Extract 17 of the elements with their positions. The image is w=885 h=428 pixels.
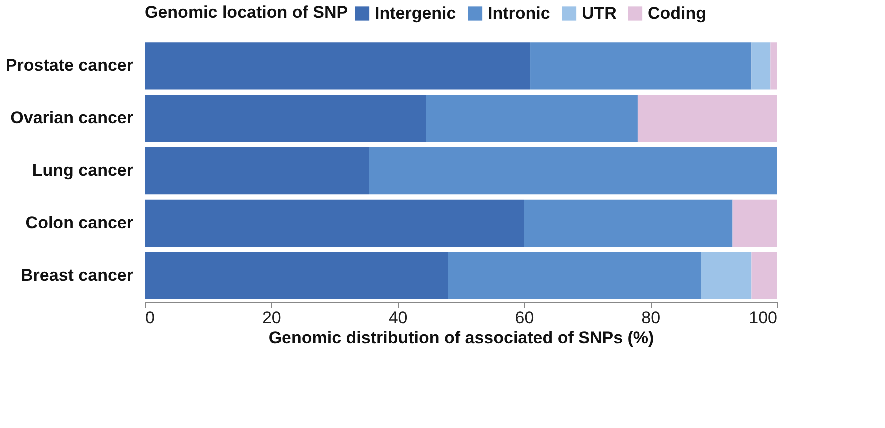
x-axis-title: Genomic distribution of associated of SNPs (%) — [268, 328, 654, 348]
legend-label: Coding — [648, 4, 707, 23]
x-tick-label: 40 — [388, 308, 408, 328]
x-tick-label: 100 — [749, 308, 778, 328]
x-tick-label: 0 — [146, 308, 155, 328]
legend-label: Intronic — [488, 4, 550, 23]
x-tick-label: 60 — [515, 308, 534, 328]
legend-title: Genomic location of SNP — [145, 3, 348, 22]
x-tick-label: 20 — [262, 308, 282, 328]
y-tick-label: Lung cancer — [32, 161, 134, 180]
legend-label: Intergenic — [375, 4, 456, 23]
y-tick-label: Breast cancer — [21, 266, 134, 285]
y-tick-label: Colon cancer — [26, 213, 134, 232]
x-tick-label: 80 — [642, 308, 661, 328]
y-tick-label: Prostate cancer — [6, 56, 134, 76]
legend-label: UTR — [582, 4, 617, 23]
y-tick-label: Ovarian cancer — [10, 108, 134, 128]
